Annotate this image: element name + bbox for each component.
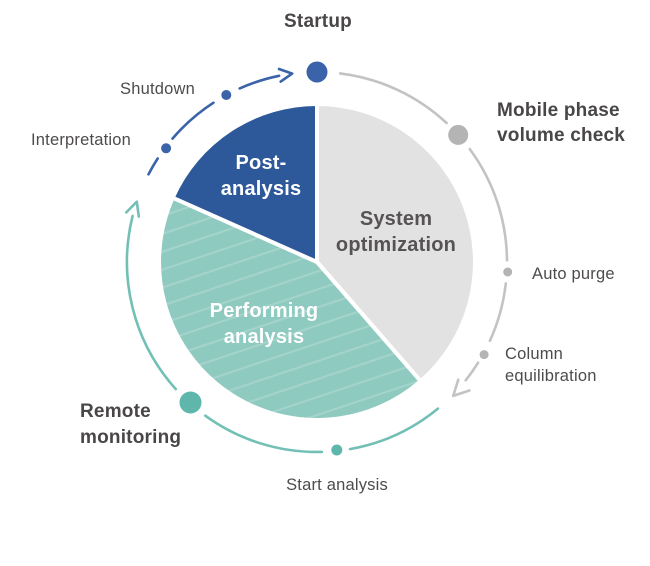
segment-label-system-optimization: System optimization	[335, 208, 457, 256]
label-remote-monitoring: Remote monitoring	[80, 401, 182, 448]
dot-interpretation	[161, 143, 172, 154]
arc-teal-segment-3	[125, 214, 178, 391]
segment-label-post-analysis: Post- analysis	[220, 152, 302, 200]
dot-startup	[306, 61, 328, 83]
arrow-head-blue	[277, 67, 294, 83]
label-interpretation: Interpretation	[31, 131, 132, 149]
label-start-analysis: Start analysis	[286, 476, 388, 494]
segment-label-performing-analysis: Performing analysis	[209, 300, 319, 348]
dot-start-analysis	[331, 444, 343, 456]
label-shutdown: Shutdown	[120, 80, 195, 98]
dot-auto-purge	[503, 267, 513, 277]
arc-gray-segment-3	[488, 282, 508, 343]
label-startup: Startup	[284, 11, 352, 32]
arc-blue-segment-1	[147, 157, 159, 176]
segment-post-analysis	[170, 102, 319, 264]
dot-remote-monitoring	[179, 391, 202, 414]
label-column-equilibration: Column equilibration	[505, 345, 597, 385]
dot-shutdown	[221, 90, 232, 100]
arrow-head-teal	[125, 200, 141, 218]
arc-teal-segment-1	[348, 407, 440, 451]
dot-mobile-phase-volume-check	[448, 124, 469, 145]
arc-gray-segment-2	[468, 147, 509, 262]
arc-teal-segment-2	[204, 414, 324, 454]
arc-blue-segment-3	[238, 74, 281, 90]
label-auto-purge: Auto purge	[532, 265, 615, 283]
label-mobile-phase-volume-check: Mobile phase volume check	[497, 100, 626, 146]
segment-performing-analysis	[157, 195, 423, 422]
arc-blue-segment-2	[171, 101, 215, 140]
arrow-head-gray	[451, 378, 471, 398]
segment-system-optimization	[315, 102, 477, 384]
arc-gray-segment-1	[338, 72, 448, 125]
dot-column-equilibration	[479, 350, 489, 360]
arc-gray-segment-4	[464, 361, 480, 382]
